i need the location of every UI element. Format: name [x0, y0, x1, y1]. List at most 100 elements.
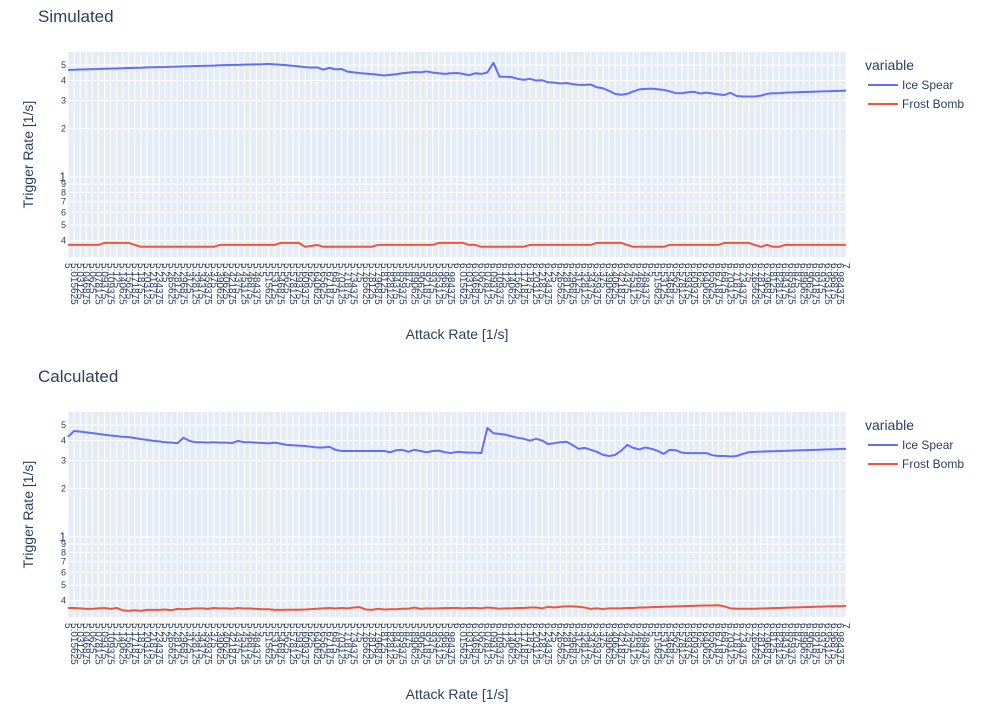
x-tick-label: 6.9375: [816, 623, 827, 654]
x-tick-label: 5.90625: [415, 263, 426, 300]
x-tick-label: 7: [840, 623, 851, 629]
data-line: [67, 61, 847, 98]
x-tick-label: 5.3125: [184, 623, 195, 654]
x-tick-label: 5.578125: [287, 263, 298, 305]
x-tick-label: 6.375: [597, 263, 608, 288]
x-tick-label: 5.171875: [129, 263, 140, 305]
x-tick-label: 6.34375: [585, 263, 596, 300]
x-tick-label: 6.71875: [731, 263, 742, 300]
x-tick-label: 6.109375: [494, 623, 505, 665]
x-tick-label: 6.09375: [487, 623, 498, 660]
x-tick-label: 6.484375: [639, 623, 650, 665]
y-tick-label: 5: [61, 220, 66, 230]
x-tick-label: 5.359375: [202, 263, 213, 305]
x-tick-label: 5.109375: [105, 623, 116, 665]
x-tick-label: 7: [840, 263, 851, 269]
x-tick-label: 5.515625: [263, 263, 274, 305]
x-tick-label: 6.75: [743, 263, 754, 283]
x-tick-label: 6.40625: [609, 623, 620, 660]
x-tick-label: 6.375: [597, 623, 608, 648]
x-tick-label: 5.75: [354, 263, 365, 283]
x-tick-label: 6.71875: [731, 623, 742, 660]
x-tick-label: 6.390625: [603, 263, 614, 305]
x-tick-label: 5.5625: [281, 623, 292, 654]
x-tick-label: 6.765625: [749, 263, 760, 305]
x-tick-label: 5.828125: [384, 263, 395, 305]
x-tick-label: 5.828125: [384, 623, 395, 665]
x-tick-label: 6.421875: [615, 263, 626, 305]
x-tick-label: 6.25: [548, 263, 559, 283]
legend-label: Frost Bomb: [902, 457, 964, 471]
x-tick-label: 5.21875: [147, 263, 158, 300]
x-tick-label: 6.4375: [621, 263, 632, 294]
x-tick-label: 6.890625: [797, 263, 808, 305]
x-tick-label: 6.296875: [566, 623, 577, 665]
chart-title: Simulated: [38, 7, 114, 26]
x-tick-label: 5.875: [402, 623, 413, 648]
x-tick-label: 6.5: [646, 623, 657, 637]
x-tick-label: 6.859375: [785, 263, 796, 305]
x-tick-label: 5.890625: [408, 623, 419, 665]
x-tick-label: 5.28125: [171, 263, 182, 300]
x-tick-label: 5.765625: [360, 263, 371, 305]
x-tick-label: 6.40625: [609, 263, 620, 300]
legend-label: Ice Spear: [902, 438, 953, 452]
x-tick-label: 6.984375: [834, 623, 845, 665]
x-tick-label: 6.890625: [797, 623, 808, 665]
chart-title: Calculated: [38, 367, 118, 386]
x-tick-label: 5.6875: [329, 263, 340, 294]
x-tick-label: 6.203125: [530, 263, 541, 305]
x-tick-label: 6.640625: [700, 263, 711, 305]
x-tick-label: 6.234375: [542, 263, 553, 305]
x-tick-label: 5.265625: [165, 263, 176, 305]
x-tick-label: 6.15625: [512, 623, 523, 660]
x-tick-label: 5.203125: [141, 623, 152, 665]
x-tick-label: 5.625: [305, 263, 316, 288]
y-tick-label: 4: [61, 76, 66, 86]
x-tick-label: 5.96875: [439, 263, 450, 300]
x-tick-label: 6.015625: [457, 623, 468, 665]
x-tick-label: 6.328125: [579, 263, 590, 305]
x-tick-label: 6.390625: [603, 623, 614, 665]
x-tick-label: 5.234375: [153, 263, 164, 305]
x-tick-label: 6.34375: [585, 623, 596, 660]
x-tick-label: 6.140625: [506, 263, 517, 305]
x-tick-label: 6.21875: [536, 623, 547, 660]
x-tick-label: 5.609375: [299, 263, 310, 305]
x-tick-label: 5.03125: [74, 263, 85, 300]
x-tick-label: 5.25: [159, 263, 170, 283]
x-tick-label: 6.828125: [773, 263, 784, 305]
x-tick-label: 6.28125: [560, 623, 571, 660]
x-tick-label: 5.984375: [445, 263, 456, 305]
x-tick-label: 6.65625: [706, 623, 717, 660]
x-tick-label: 6.609375: [688, 623, 699, 665]
x-tick-label: 5.046875: [80, 263, 91, 305]
x-tick-label: 6.46875: [633, 623, 644, 660]
x-tick-label: 5.71875: [342, 623, 353, 660]
x-tick-label: 6.125: [500, 263, 511, 288]
x-tick-label: 6.703125: [725, 623, 736, 665]
x-tick-label: 5.203125: [141, 263, 152, 305]
x-tick-label: 5.578125: [287, 623, 298, 665]
legend-label: Frost Bomb: [902, 97, 964, 111]
x-tick-label: 6.609375: [688, 263, 699, 305]
x-tick-label: 5.4375: [232, 623, 243, 654]
x-tick-label: 5.1875: [135, 263, 146, 294]
x-tick-label: 5.609375: [299, 623, 310, 665]
x-tick-label: 6.8125: [767, 263, 778, 294]
x-tick-label: 5.453125: [238, 623, 249, 665]
x-tick-label: 5.75: [354, 623, 365, 643]
x-tick-label: 6.59375: [682, 623, 693, 660]
x-tick-label: 6.109375: [494, 263, 505, 305]
x-tick-label: 6.234375: [542, 623, 553, 665]
x-tick-label: 5.109375: [105, 263, 116, 305]
x-tick-label: 5.59375: [293, 263, 304, 300]
y-tick-label: 4: [61, 236, 66, 246]
x-tick-label: 5.21875: [147, 623, 158, 660]
x-tick-label: 6.859375: [785, 623, 796, 665]
x-tick-label: 5.78125: [366, 623, 377, 660]
x-tick-label: 5.1875: [135, 623, 146, 654]
x-tick-label: 6.203125: [530, 623, 541, 665]
x-tick-label: 5.03125: [74, 623, 85, 660]
